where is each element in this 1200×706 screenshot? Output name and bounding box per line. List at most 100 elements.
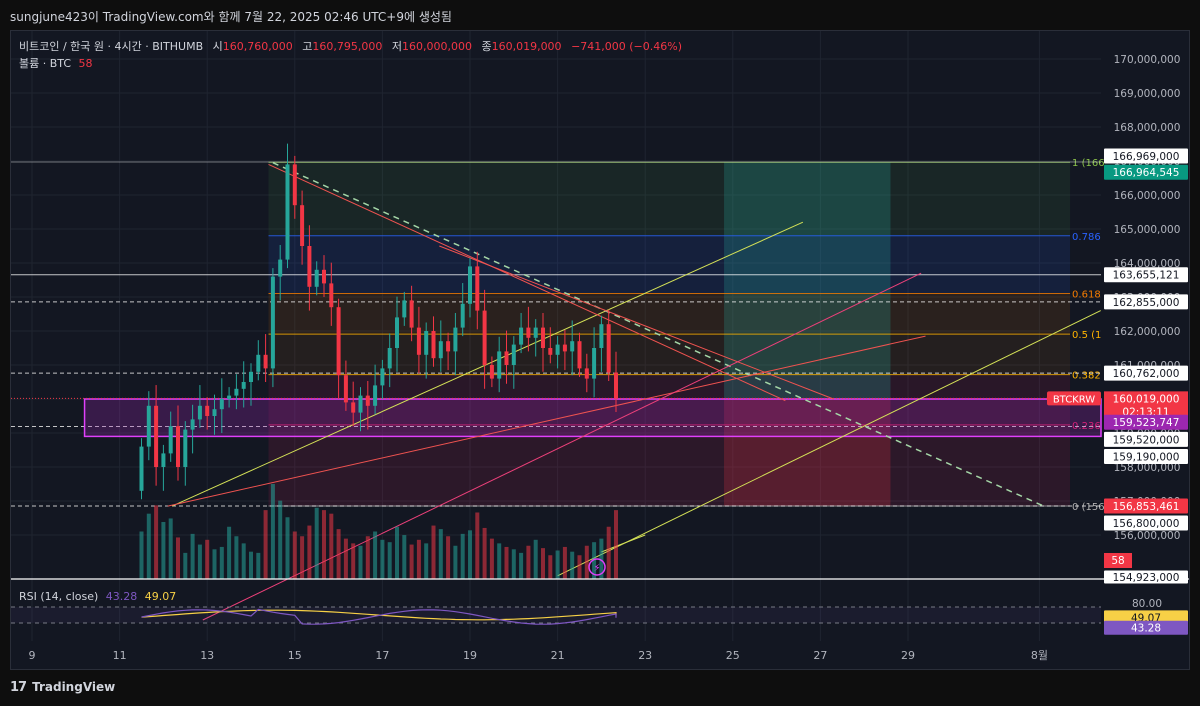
candle-body [497,351,502,379]
candle-body [489,365,494,379]
tradingview-brand: TradingView [32,680,116,694]
candle-body [263,354,268,369]
candle-body [446,341,451,352]
candle-body [183,429,188,467]
volume-bar [183,552,188,579]
volume-bar [197,544,202,579]
volume-bar [497,543,502,579]
price-chart[interactable]: 1 (166 0.786 0.618 0.5 (1 0.382 0.236 0 (156 ⚡ 1… [11,31,1189,669]
candle-body [555,344,560,355]
volume-bar [190,533,195,579]
price-axis-label: 168,000,000 [1114,122,1181,134]
candle-body [468,266,472,304]
price-badge-bg [1104,498,1188,514]
rsi-line [141,608,617,625]
candle-body [519,327,524,345]
tradingview-logo[interactable]: 17 TradingView [10,680,115,695]
consolidation-box [83,398,1102,438]
low-value: 160,000,000 [401,40,472,53]
volume-bar [351,543,356,579]
candle-body [168,426,173,454]
price-badge-bg [1104,449,1188,465]
volume-bar [161,522,166,579]
price-axis-label: 164,000,000 [1114,258,1181,270]
price-badge-bg [1104,570,1188,584]
candle-body [197,405,202,420]
volume-bar [365,536,370,579]
candle-body [475,266,480,311]
time-axis-label: 11 [113,649,127,662]
symbol-legend: 비트코인 / 한국 원 · 4시간 · BITHUMB 시160,760,000… [19,38,682,54]
volume-bar [402,535,407,579]
volume-bar [300,536,305,579]
candle-body [453,327,458,352]
close-value: 160,019,000 [491,40,562,53]
volume-bar [533,539,538,579]
volume-bar [263,510,268,579]
candle-body [424,331,429,355]
volume-bar [322,510,326,579]
volume-bar [504,546,509,579]
rsi-label: RSI (14, close) [19,590,99,603]
time-axis-label: 25 [726,649,740,662]
candle-body [343,375,348,403]
volume-bar [511,549,516,579]
rsi-badge-bg [1104,620,1188,635]
chart-panel[interactable]: 1 (166 0.786 0.618 0.5 (1 0.382 0.236 0 (156 ⚡ 1… [10,30,1190,670]
price-axis-label: 156,000,000 [1114,530,1181,542]
price-badge-bg [1104,414,1188,430]
volume-bar [489,538,494,579]
fib-zone [268,334,1071,375]
price-badge-bg [1104,515,1188,531]
volume-bar [387,542,392,579]
candle-body [416,327,421,355]
time-axis-label: 23 [638,649,652,662]
high-value: 160,795,000 [312,40,383,53]
candle-body [336,307,341,376]
symbol-tag-bg [1047,391,1101,406]
candle-body [614,372,618,399]
last-price-badge-bg [1104,391,1188,420]
candle-body [322,269,326,284]
snapshot-text: sungjune423이 TradingView.com와 함께 7월 22, … [10,10,452,24]
volume-bar [570,551,575,579]
volume-bar [606,526,611,579]
volume-bar [416,539,421,579]
price-badge: 162,855,000 [1113,297,1180,309]
open-label: 시 [212,40,223,53]
fib-level-label: 0.5 (1 [1072,330,1101,341]
price-badge: 159,520,000 [1113,434,1180,446]
volume-bar [460,533,465,579]
rsi-band [11,607,1101,623]
volume-bar [395,526,399,579]
volume-bar [234,536,239,579]
price-badge: 160,762,000 [1113,368,1180,380]
time-axis-label: 8월 [1031,649,1048,662]
candle-body [190,419,195,430]
close-label: 종 [481,40,492,53]
candle-body [307,246,312,287]
time-axis-label: 21 [551,649,565,662]
volume-bar [227,526,232,579]
symbol-title: 비트코인 / 한국 원 · 4시간 · BITHUMB [19,40,204,53]
price-badge-bg [1104,365,1188,381]
candle-body [351,402,356,413]
candle-body [395,317,399,348]
price-badge-bg [1104,294,1188,310]
tradingview-mark-icon: 17 [10,680,27,695]
volume-bar [380,539,385,579]
trend-line [439,245,834,400]
volume-bar [176,537,180,579]
volume-bar [424,543,429,579]
volume-bar [249,551,253,579]
candle-body [373,385,378,406]
price-badge: 156,800,000 [1113,518,1180,530]
trend-line [171,221,804,507]
fib-zone [268,162,1071,236]
fib-zone [268,424,1071,506]
candle-body [176,426,180,467]
volume-bar [292,531,297,579]
candle-body [139,446,144,491]
price-axis-label: 158,000,000 [1114,462,1181,474]
fib-zone [268,374,1071,425]
